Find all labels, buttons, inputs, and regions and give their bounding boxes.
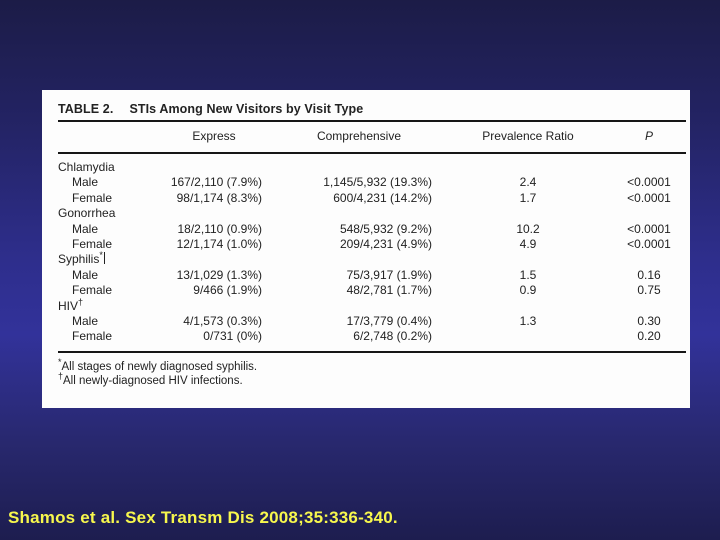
row-label: Male [72,175,99,190]
express-value: 13/1,029 (1.3%) [176,267,262,282]
express-value: 12/1,174 (1.0%) [176,236,262,251]
row-label: Male [72,313,99,328]
column-header-comprehensive: Comprehensive [316,129,402,144]
table-body: Chlamydia Male 167/2,110 (7.9%) 1,145/5,… [58,154,686,353]
comprehensive-value: 75/3,917 (1.9%) [346,267,432,282]
express-value: 98/1,174 (8.3%) [176,190,262,205]
column-header-prevalence-ratio: Prevalence Ratio [482,129,574,144]
footnote-marker: * [99,250,103,261]
express-value: 4/1,573 (0.3%) [183,313,262,328]
comprehensive-value: 48/2,781 (1.7%) [346,283,432,298]
footnote-syphilis: *All stages of newly diagnosed syphilis. [58,356,258,373]
column-header-p: P [644,129,653,144]
table-row-gonorrhea: Gonorrhea [58,206,116,221]
table-footnotes: *All stages of newly diagnosed syphilis.… [58,356,686,389]
asterisk-marker: * [58,356,62,367]
p-value: 0.75 [637,283,661,298]
express-value: 0/731 (0%) [203,329,262,344]
prevalence-ratio-value [444,329,612,344]
p-value: <0.0001 [627,175,671,190]
prevalence-ratio-value: 10.2 [516,221,540,236]
p-value: <0.0001 [627,221,671,236]
prevalence-ratio-value: 2.4 [519,175,537,190]
express-value: 9/466 (1.9%) [193,283,262,298]
table-figure-card: TABLE 2. STIs Among New Visitors by Visi… [42,90,690,408]
comprehensive-value: 548/5,932 (9.2%) [339,221,432,236]
comprehensive-value: 209/4,231 (4.9%) [339,236,432,251]
row-label: Male [72,267,99,282]
comprehensive-value: 6/2,748 (0.2%) [353,329,432,344]
row-label: Male [72,221,99,236]
table-row-chlamydia: Chlamydia [58,160,115,174]
row-label: Female [72,329,113,344]
p-value: 0.30 [637,313,661,328]
p-value: 0.20 [637,329,661,344]
table-heading: TABLE 2. STIs Among New Visitors by Visi… [58,101,686,117]
table-title: STIs Among New Visitors by Visit Type [129,102,364,116]
row-label: Female [72,236,113,251]
row-label: Female [72,190,113,205]
prevalence-ratio-value: 1.5 [519,267,537,282]
column-header-express: Express [192,129,236,144]
p-value: 0.16 [637,267,661,282]
express-value: 18/2,110 (0.9%) [177,221,263,236]
comprehensive-value: 1,145/5,932 (19.3%) [323,175,432,190]
comprehensive-value: 17/3,779 (0.4%) [346,313,432,328]
p-value: <0.0001 [627,236,671,251]
footnote-marker: † [78,296,84,307]
prevalence-ratio-value: 1.7 [519,190,537,205]
citation: Shamos et al. Sex Transm Dis 2008;35:336… [8,508,398,527]
prevalence-ratio-value: 4.9 [519,236,537,251]
table-number-label: TABLE 2. [58,102,114,116]
footnote-hiv: †All newly-diagnosed HIV infections. [58,371,243,388]
title-rule [58,120,686,122]
table-header-row: Express Comprehensive Prevalence Ratio P [58,122,686,154]
dagger-marker: † [58,371,64,382]
text-cursor-artifact [103,252,106,265]
prevalence-ratio-value: 0.9 [519,283,537,298]
comprehensive-value: 600/4,231 (14.2%) [333,190,432,205]
p-value: <0.0001 [627,190,671,205]
express-value: 167/2,110 (7.9%) [170,175,262,190]
table-row-hiv: HIV† [58,296,84,313]
table-row-syphilis: Syphilis* [58,250,686,267]
prevalence-ratio-value: 1.3 [519,313,537,328]
row-label: Female [72,283,113,298]
